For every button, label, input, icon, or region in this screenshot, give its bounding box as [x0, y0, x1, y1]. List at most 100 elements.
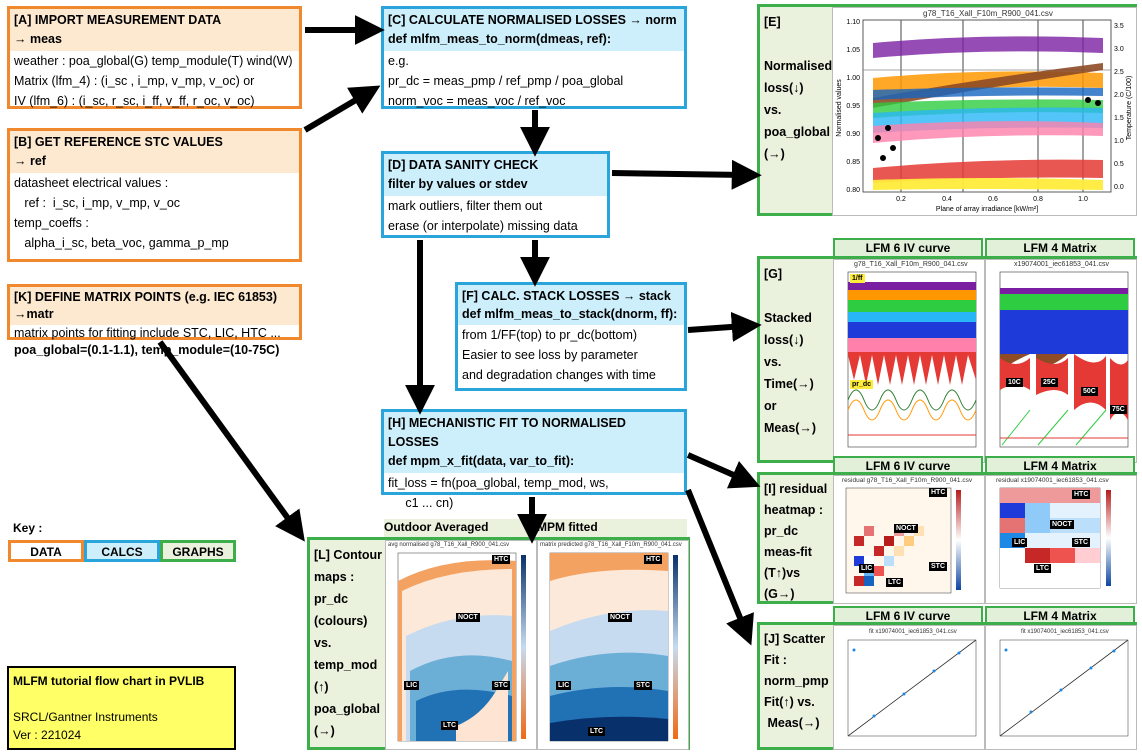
- box-l-label: (colours): [314, 614, 368, 628]
- box-l-label: temp_mod: [314, 658, 378, 672]
- box-h-line: c1 ... cn): [388, 496, 454, 510]
- stacked-plot-lfm6: g78_T16_Xall_F10m_R900_041.csv 1/ff pr_d…: [833, 259, 985, 463]
- arrow-b-to-c: [303, 85, 381, 133]
- tag-ltc: LTC: [588, 727, 606, 736]
- box-g-label: Time(→): [764, 377, 814, 391]
- footer-org: SRCL/Gantner Instruments: [13, 710, 158, 724]
- box-c-line: norm_voc = meas_voc / ref_voc: [388, 94, 566, 108]
- box-c-title: [C] CALCULATE NORMALISED LOSSES → norm: [388, 13, 677, 27]
- box-h-title: [H] MECHANISTIC FIT TO NORMALISED LOSSES: [388, 416, 626, 449]
- box-residual-heatmap: [I] residual heatmap : pr_dc meas-fit (T…: [757, 472, 1137, 604]
- tag-htc: HTC: [644, 555, 663, 564]
- box-b-line: alpha_i_sc, beta_voc, gamma_p_mp: [14, 236, 229, 250]
- box-i-label: [I] residual: [764, 482, 828, 496]
- arrow-h-to-j: [685, 488, 754, 646]
- box-reference-stc: [B] GET REFERENCE STC VALUES → ref datas…: [7, 128, 302, 262]
- column-header-mpm: MPM fitted: [537, 519, 687, 537]
- box-a-title: [A] IMPORT MEASUREMENT DATA: [14, 13, 222, 27]
- box-e-label: vs.: [764, 103, 782, 117]
- residual-svg-lfm6: [845, 487, 961, 594]
- box-k-title: [K] DEFINE MATRIX POINTS (e.g. IEC 61853…: [14, 290, 278, 304]
- box-f-line: and degradation changes with time: [462, 368, 656, 382]
- ytick: 0.80: [846, 187, 860, 194]
- box-b-line: ref : i_sc, i_mp, v_mp, v_oc: [14, 196, 181, 210]
- stacked-svg-lfm4: [999, 271, 1129, 448]
- box-f-line: from 1/FF(top) to pr_dc(bottom): [462, 328, 638, 342]
- residual-plot-lfm4: residual x19074001_iec61853_041.csv HTC …: [985, 475, 1137, 604]
- arrow-h-to-i: [686, 452, 761, 489]
- box-b-line: temp_coeffs :: [14, 216, 89, 230]
- stacked-plot-lfm4: x19074001_iec61853_041.csv 10C 25C 50C 7…: [985, 259, 1137, 463]
- box-j-label: Fit :: [764, 653, 787, 667]
- key-graphs: GRAPHS: [160, 540, 236, 562]
- box-f-title: [F] CALC. STACK LOSSES → stack: [462, 289, 671, 303]
- xtick: 0.8: [1033, 196, 1043, 203]
- key-data: DATA: [8, 540, 84, 562]
- box-e-label: [E]: [764, 15, 781, 29]
- box-g-label: loss(↓): [764, 333, 804, 347]
- y2tick: 1.5: [1114, 115, 1124, 122]
- box-c-line: pr_dc = meas_pmp / ref_pmp / poa_global: [388, 74, 624, 88]
- tag-htc: HTC: [492, 555, 511, 564]
- arrow-f-to-g: [687, 311, 762, 342]
- normalised-scatter-plot: g78_T16_Xall_F10m_R900_041.csv 1.10 1.05: [832, 7, 1137, 216]
- xtick: 0.4: [942, 196, 952, 203]
- ytick: 0.95: [846, 103, 860, 110]
- ytick: 0.85: [846, 159, 860, 166]
- box-matrix-points: [K] DEFINE MATRIX POINTS (e.g. IEC 61853…: [7, 284, 302, 357]
- column-header-lfm6: LFM 6 IV curve: [833, 238, 983, 258]
- xtick: 0.6: [988, 196, 998, 203]
- tag-stc: STC: [929, 562, 947, 571]
- arrow-d-to-e: [611, 159, 762, 190]
- box-e-label: [764, 33, 832, 55]
- scatter-plot-lfm4: fit x19074001_iec61853_041.csv: [985, 625, 1137, 750]
- box-k-subtitle: →matr: [14, 307, 54, 321]
- plot-title: g78_T16_Xall_F10m_R900_041.csv: [854, 261, 968, 268]
- box-a-line: weather : poa_global(G) temp_module(T) w…: [14, 54, 293, 68]
- box-b-line: datasheet electrical values :: [14, 176, 169, 190]
- y2-axis-label: Temperature (C/100): [1126, 76, 1133, 141]
- box-scatter-fit: [J] Scatter Fit : norm_pmp Fit(↑) vs. Me…: [757, 622, 1137, 750]
- box-stack-losses: [F] CALC. STACK LOSSES → stack def mlfm_…: [455, 282, 687, 391]
- tag-ltc: LTC: [1034, 564, 1052, 573]
- box-d-line: mark outliers, filter them out: [388, 199, 543, 213]
- footer-title: MLFM tutorial flow chart in PVLIB: [13, 674, 205, 688]
- box-d-def: filter by values or stdev: [388, 177, 528, 191]
- box-i-label: (G→): [764, 587, 795, 601]
- box-k-line: matrix points for fitting include STC, L…: [14, 326, 281, 340]
- tag-pr-dc: pr_dc: [850, 380, 874, 389]
- box-contour-maps: [L] Contour maps : pr_dc (colours) vs. t…: [307, 537, 690, 750]
- box-normalised-graph: [E] Normalised loss(↓) vs. poa_global (→…: [757, 4, 1137, 216]
- box-l-label: [L] Contour: [314, 548, 383, 562]
- plot-title: avg normalised g78_T16_Xall_R900_041.csv: [388, 542, 510, 548]
- box-f-def: def mlfm_meas_to_stack(dnorm, ff):: [462, 307, 678, 321]
- box-i-label: heatmap :: [764, 503, 824, 517]
- y2tick: 3.0: [1114, 46, 1124, 53]
- normalised-scatter-svg: 1.10 1.05 1.00 0.95 0.90 0.85 0.80 3.5 3…: [836, 19, 1133, 213]
- tag-htc: HTC: [929, 488, 948, 497]
- box-i-label: pr_dc: [764, 524, 799, 538]
- box-a-line: IV (lfm_6) : (i_sc, r_sc, i_ff, v_ff, r_…: [14, 94, 255, 108]
- tag-25c: 25C: [1041, 378, 1058, 387]
- box-j-label: Fit(↑) vs.: [764, 695, 815, 709]
- tag-stc: STC: [492, 681, 510, 690]
- stacked-svg-lfm6: [847, 271, 977, 448]
- y2tick: 0.5: [1114, 161, 1124, 168]
- box-a-subtitle: → meas: [14, 32, 62, 46]
- box-i-label: (T↑)vs: [764, 566, 801, 580]
- plot-title: g78_T16_Xall_F10m_R900_041.csv: [923, 9, 1053, 18]
- tag-ltc: LTC: [886, 578, 904, 587]
- box-l-label: maps :: [314, 570, 355, 584]
- column-header-outdoor: Outdoor Averaged: [384, 519, 534, 537]
- tag-stc: STC: [1072, 538, 1090, 547]
- tag-lic: LIC: [404, 681, 420, 690]
- box-g-label: vs.: [764, 355, 782, 369]
- plot-title: matrix predicted g78_T16_Xall_F10m_R900_…: [540, 542, 682, 548]
- box-l-label: (→): [314, 724, 335, 738]
- box-h-line: fit_loss = fn(poa_global, temp_mod, ws,: [388, 476, 609, 490]
- box-e-label: (→): [764, 147, 785, 161]
- box-import-measurement: [A] IMPORT MEASUREMENT DATA → meas weath…: [7, 6, 302, 109]
- box-g-label: or: [764, 399, 777, 413]
- box-c-def: def mlfm_meas_to_norm(dmeas, ref):: [388, 32, 611, 46]
- tag-ltc: LTC: [441, 721, 459, 730]
